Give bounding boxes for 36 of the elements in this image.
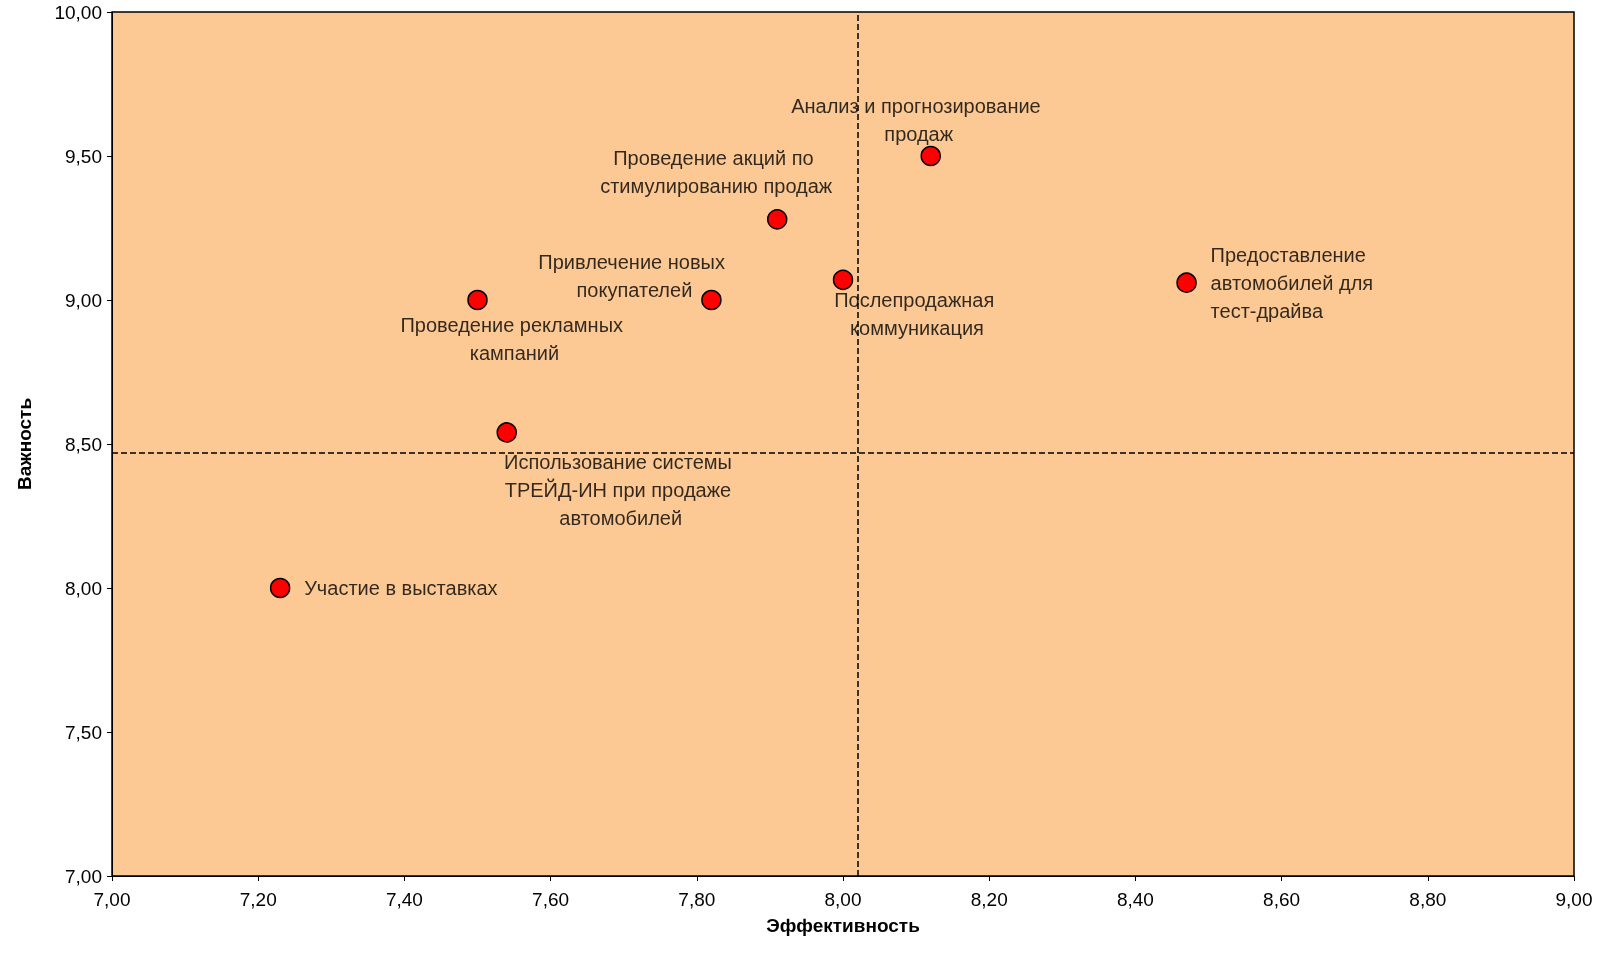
x-tick-label: 7,00	[93, 889, 131, 910]
annotation: Проведение акций по стимулированию продаж	[600, 147, 833, 198]
x-tick-label: 7,40	[385, 889, 423, 910]
y-tick-label: 9,50	[65, 145, 102, 167]
annotation: Послепродажная коммуникация	[834, 288, 1000, 339]
y-tick-label: 8,00	[65, 577, 102, 599]
annotation: Проведение рекламных кампаний	[400, 314, 629, 364]
x-tick-label: 8,20	[970, 889, 1008, 910]
point	[269, 577, 291, 599]
annotation: Анализ и прогнозирование продаж	[791, 95, 1047, 145]
x-tick-label: 9,00	[1555, 889, 1593, 910]
annotation: Использование системы ТРЕЙД-ИН при продаже автомобилей	[504, 451, 738, 530]
point	[1176, 272, 1197, 293]
x-tick-label: 8,40	[1116, 889, 1154, 910]
y-tick-label: 9,00	[65, 289, 102, 311]
y-tick-label: 7,50	[65, 721, 102, 743]
point	[766, 209, 788, 230]
y-axis-title: Важность	[14, 397, 35, 491]
y-tick-label: 7,00	[65, 865, 102, 887]
x-axis-title: Эффективность	[766, 915, 920, 936]
annotation: Привлечение новых покупателей	[538, 251, 731, 301]
x-tick-label: 8,00	[824, 889, 862, 910]
annotation: Предоставление автомобилей для тест-драйва	[1210, 243, 1379, 322]
x-tick-label: 8,60	[1263, 889, 1301, 910]
point	[832, 269, 854, 291]
point	[496, 422, 517, 443]
x-tick-label: 7,60	[532, 889, 570, 910]
y-tick-label: 8,50	[65, 433, 102, 455]
y-tick-label: 10,00	[54, 1, 102, 23]
point	[701, 289, 722, 311]
x-tick-label: 7,80	[678, 889, 716, 910]
point	[920, 145, 941, 167]
x-tick-label: 8,80	[1409, 889, 1447, 910]
annotation: Участие в выставках	[304, 577, 498, 599]
point	[467, 289, 488, 311]
x-tick-label: 7,20	[239, 889, 277, 910]
